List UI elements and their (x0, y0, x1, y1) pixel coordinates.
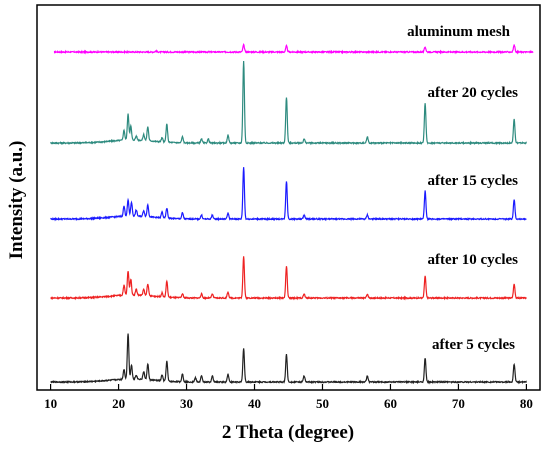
series-line-after-15-cycles (50, 167, 527, 222)
x-axis-ticks: 10 20 30 40 50 60 70 80 (44, 384, 533, 411)
series-line-aluminum-mesh (53, 43, 534, 55)
y-axis-label: Intensity (a.u.) (6, 141, 27, 260)
plot-frame (36, 4, 541, 391)
x-tick-label: 10 (44, 396, 57, 411)
series-line-after-10-cycles (50, 256, 527, 301)
series-label: after 5 cycles (432, 337, 515, 353)
x-tick-label: 60 (384, 396, 397, 411)
x-axis-label: 2 Theta (degree) (222, 422, 354, 443)
series-label: after 10 cycles (427, 252, 518, 268)
series-label: after 20 cycles (427, 85, 518, 101)
series-line-after-20-cycles (50, 60, 527, 146)
x-tick-label: 50 (316, 396, 329, 411)
x-tick-label: 40 (248, 396, 261, 411)
x-tick-label: 20 (112, 396, 125, 411)
series-line-after-5-cycles (50, 333, 527, 385)
x-tick-label: 80 (520, 396, 533, 411)
series-group (50, 43, 534, 385)
x-tick-label: 70 (452, 396, 465, 411)
series-label: after 15 cycles (427, 173, 518, 189)
series-label: aluminum mesh (407, 24, 511, 40)
series-labels: aluminum mesh after 20 cycles after 15 cyc… (407, 24, 518, 353)
x-tick-label: 30 (180, 396, 193, 411)
